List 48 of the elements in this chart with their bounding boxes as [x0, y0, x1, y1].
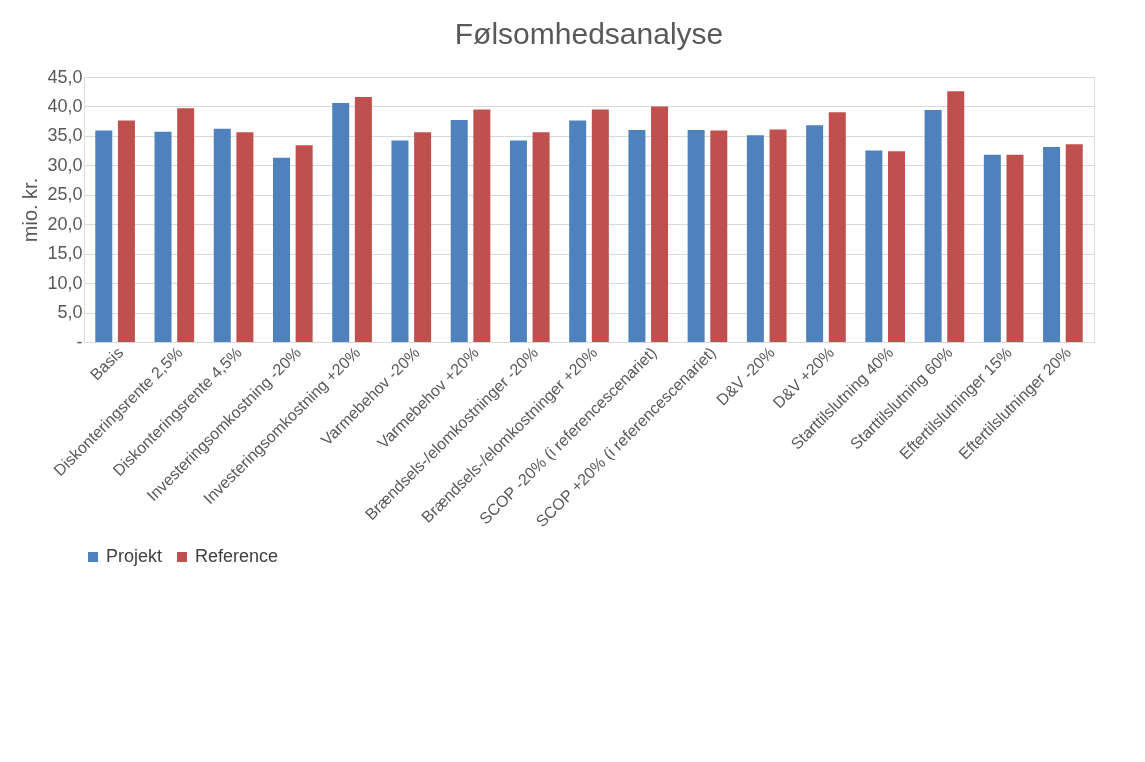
y-tick-label: 25,0 [47, 184, 83, 205]
y-tick-label: - [76, 331, 83, 352]
legend-label: Projekt [106, 546, 163, 566]
bar [924, 109, 942, 342]
bar [509, 140, 527, 342]
bar [1043, 147, 1061, 342]
bar [332, 102, 350, 342]
bar [746, 135, 764, 342]
y-tick-label: 15,0 [47, 243, 83, 264]
bar [213, 128, 231, 342]
bar [154, 131, 172, 342]
bar [117, 120, 135, 342]
bar [828, 112, 846, 342]
y-tick-label: 35,0 [47, 125, 83, 146]
y-tick-label: 30,0 [47, 154, 83, 175]
bar [354, 97, 372, 342]
bar [888, 151, 906, 342]
y-axis-title: mio. kr. [19, 177, 42, 243]
bar [95, 130, 113, 342]
bar [391, 140, 409, 342]
bar [272, 157, 290, 342]
bar [450, 119, 468, 342]
bar [591, 109, 609, 342]
chart-title: Følsomhedsanalyse [454, 17, 724, 50]
bar [532, 132, 550, 342]
bar [473, 109, 491, 342]
bar [710, 130, 728, 342]
bar [569, 120, 587, 342]
bar [651, 106, 669, 342]
bar [177, 108, 195, 342]
bar [414, 132, 432, 342]
bar [769, 129, 787, 342]
bar [983, 154, 1001, 342]
bar [687, 130, 705, 342]
bar [947, 91, 965, 342]
bar [865, 150, 883, 342]
y-tick-label: 45,0 [47, 66, 83, 87]
bar [236, 132, 254, 342]
bar [628, 130, 646, 342]
bar [1065, 144, 1083, 342]
y-tick-label: 20,0 [47, 213, 83, 234]
bar [295, 145, 313, 342]
bar [806, 125, 824, 342]
bar [1006, 154, 1024, 342]
y-tick-label: 40,0 [47, 95, 83, 116]
legend-label: Reference [195, 546, 279, 566]
y-tick-label: 10,0 [47, 272, 83, 293]
y-tick-label: 5,0 [57, 302, 83, 323]
